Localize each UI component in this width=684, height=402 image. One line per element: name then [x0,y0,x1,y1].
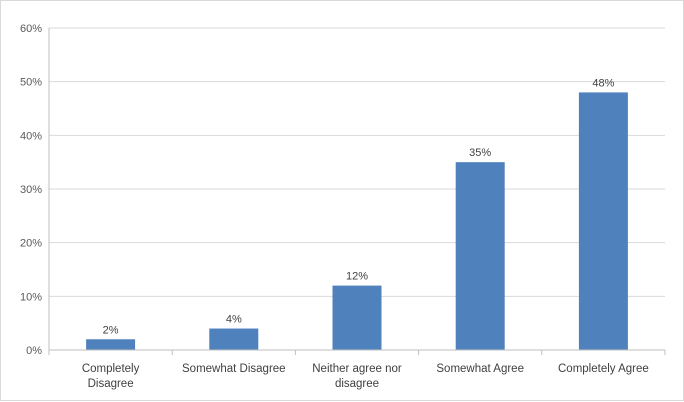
y-tick-label: 60% [20,23,42,35]
y-tick-label: 50% [20,77,42,89]
x-category-label: Completely Disagree [82,363,140,390]
y-tick-label: 30% [20,184,42,196]
data-label: 4% [226,314,242,326]
bars [86,92,628,351]
x-axis-categories: Completely Disagree Somewhat Disagree Neith… [82,363,649,390]
x-category-label: Neither agree nor disagree [312,363,402,390]
gridlines [48,27,666,355]
bar [209,328,259,350]
bar [86,339,136,350]
x-category-label: Somewhat Agree [436,363,524,375]
data-label: 35% [469,147,491,159]
data-label: 12% [346,271,368,283]
data-label: 2% [103,324,119,336]
x-category-label: Somewhat Disagree [182,363,286,375]
data-labels: 2% 4% 12% 35% 48% [103,77,615,336]
bar [332,285,382,350]
y-tick-label: 10% [20,291,42,303]
x-category-label: Completely Agree [558,363,649,375]
data-label: 48% [592,77,614,89]
bar [578,92,628,351]
y-tick-label: 20% [20,238,42,250]
y-axis-ticks: 0% 10% 20% 30% 40% 50% 60% [20,23,42,357]
bar [455,162,505,350]
y-tick-label: 40% [20,130,42,142]
y-tick-label: 0% [26,345,42,357]
